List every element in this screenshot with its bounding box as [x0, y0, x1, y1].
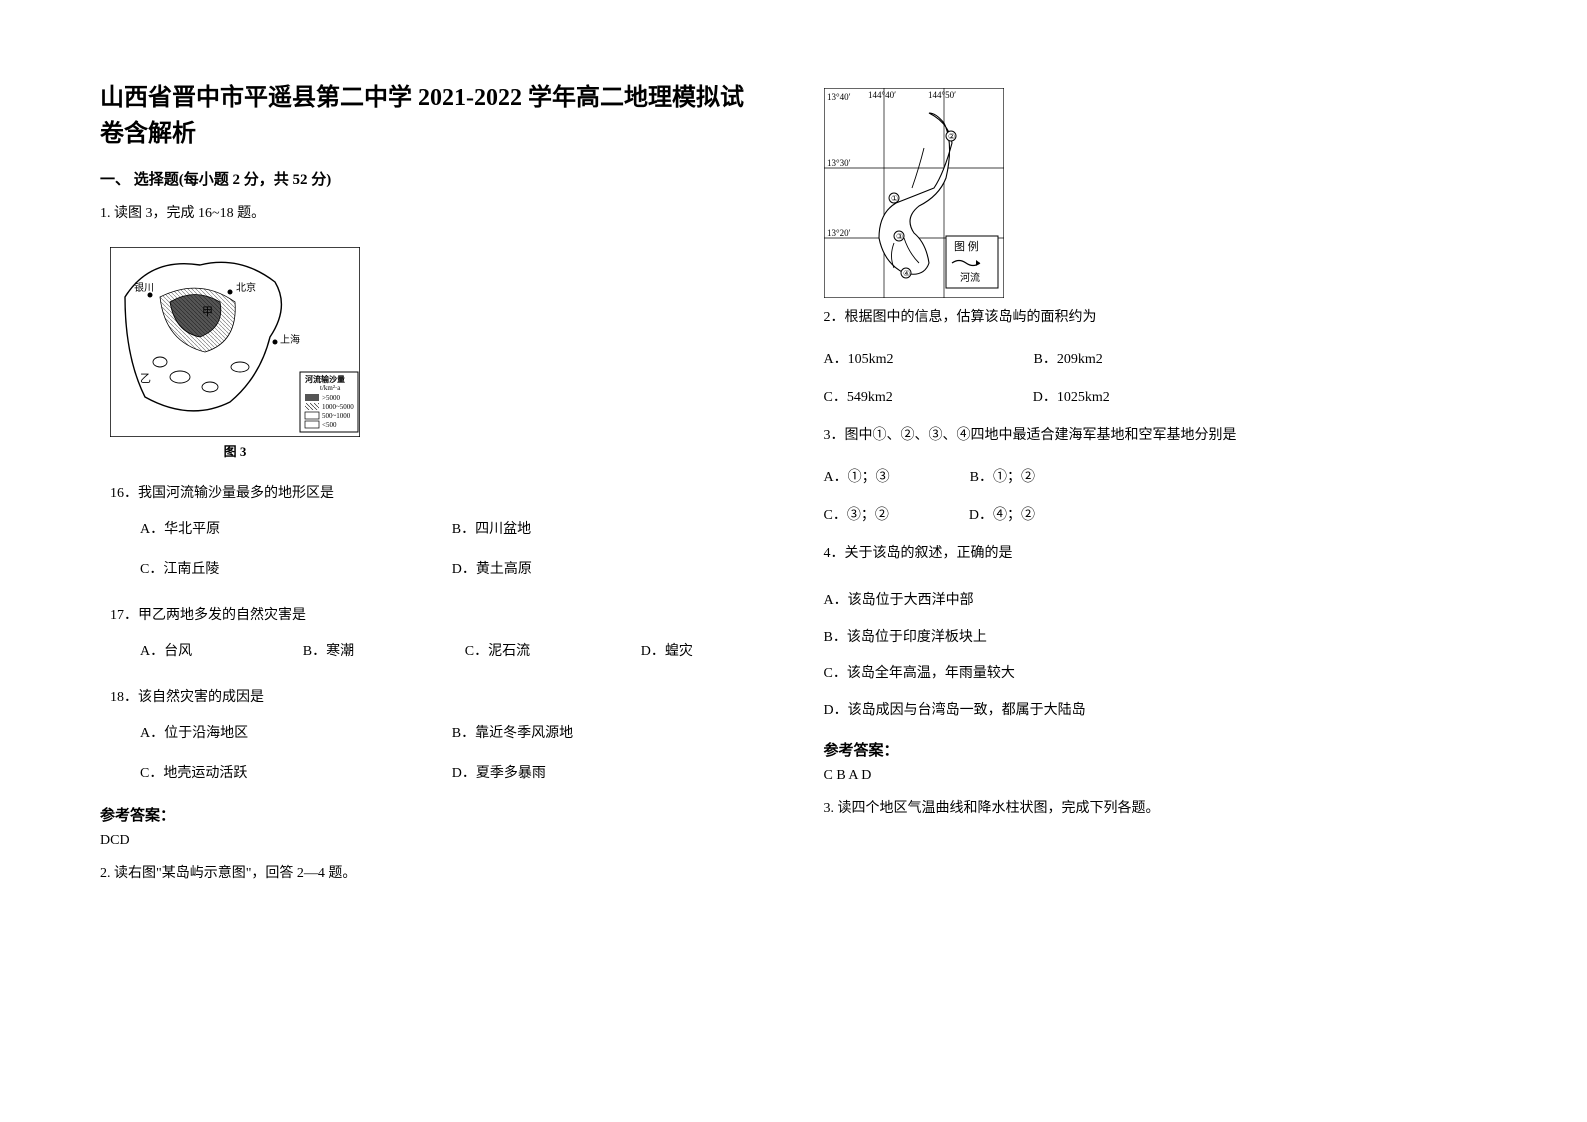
label-yinchuan: 银川 [134, 281, 154, 294]
answer-1: DCD [100, 833, 764, 849]
q3-opts-row2: C．③；② D．④；② [824, 504, 1488, 524]
legend-item-1: >5000 [322, 394, 340, 402]
q4-options: A．该岛位于大西洋中部 B．该岛位于印度洋板块上 C．该岛全年高温，年雨量较大 … [824, 583, 1488, 729]
q18-opt-a: A．位于沿海地区 [140, 722, 452, 742]
label-yi: 乙 [140, 372, 151, 385]
q2-opt-c: C．549km2 [824, 386, 893, 406]
label-jia: 甲 [202, 306, 213, 318]
q4-opt-d: D．该岛成因与台湾岛一致，都属于大陆岛 [824, 693, 1488, 729]
q4-sub: 4．关于该岛的叙述，正确的是 [824, 542, 1488, 566]
q2-stem: 2. 读右图"某岛屿示意图"，回答 2—4 题。 [100, 863, 764, 885]
figure-3: 银川 北京 上海 甲 乙 河流输沙量 t/km²·a >5000 1000~50… [110, 247, 764, 460]
point-1: ① [891, 194, 898, 203]
q16-opt-c: C．江南丘陵 [140, 558, 452, 578]
q18: 18．该自然灾害的成因是 [110, 686, 764, 710]
q18-options: A．位于沿海地区 B．靠近冬季风源地 C．地壳运动活跃 D．夏季多暴雨 [140, 722, 764, 782]
q2-opt-a: A．105km2 [824, 348, 894, 368]
q17-opt-d: D．蝗灾 [641, 640, 764, 660]
q17-options: A．台风 B．寒潮 C．泥石流 D．蝗灾 [140, 640, 764, 660]
q4-opt-b: B．该岛位于印度洋板块上 [824, 620, 1488, 656]
q17: 17．甲乙两地多发的自然灾害是 [110, 604, 764, 628]
q18-opt-c: C．地壳运动活跃 [140, 762, 452, 782]
island-map-svg: 13°40′ 144°40′ 144°50′ 13°30′ 13°20′ ① ②… [824, 88, 1004, 298]
q17-opt-c: C．泥石流 [465, 640, 601, 660]
label-shanghai: 上海 [280, 333, 300, 346]
answer-2-heading: 参考答案： [824, 739, 1488, 760]
q17-opt-b: B．寒潮 [303, 640, 425, 660]
right-column: 13°40′ 144°40′ 144°50′ 13°30′ 13°20′ ① ②… [824, 80, 1488, 1082]
q4-opt-c: C．该岛全年高温，年雨量较大 [824, 656, 1488, 692]
q3-stem: 3. 读四个地区气温曲线和降水柱状图，完成下列各题。 [824, 798, 1488, 820]
q16-opt-d: D．黄土高原 [452, 558, 764, 578]
q18-opt-b: B．靠近冬季风源地 [452, 722, 764, 742]
q2-opt-b: B．209km2 [1034, 348, 1103, 368]
q2-sub2: 2．根据图中的信息，估算该岛屿的面积约为 [824, 306, 1488, 330]
answer-1-heading: 参考答案： [100, 804, 764, 825]
figure-3-caption: 图 3 [110, 441, 360, 460]
exam-title: 山西省晋中市平遥县第二中学 2021-2022 学年高二地理模拟试卷含解析 [100, 80, 764, 152]
q2-opts-row2: C．549km2 D．1025km2 [824, 386, 1488, 406]
legend-item-2: 1000~5000 [322, 403, 354, 411]
label-beijing: 北京 [236, 281, 256, 294]
lon-2: 144°50′ [928, 90, 956, 100]
q3-sub: 3．图中①、②、③、④四地中最适合建海军基地和空军基地分别是 [824, 424, 1488, 448]
lat-top: 13°40′ [827, 92, 851, 102]
q2-opt-d: D．1025km2 [1033, 386, 1110, 406]
q16-opt-b: B．四川盆地 [452, 518, 764, 538]
q16-opt-a: A．华北平原 [140, 518, 452, 538]
figure-island: 13°40′ 144°40′ 144°50′ 13°30′ 13°20′ ① ②… [824, 88, 1488, 298]
legend-item-3: 500~1000 [322, 412, 351, 420]
legend-item-4: <500 [322, 421, 337, 429]
q3-opt-c: C．③；② [824, 504, 889, 524]
q3-opt-d: D．④；② [969, 504, 1035, 524]
q18-opt-d: D．夏季多暴雨 [452, 762, 764, 782]
left-column: 山西省晋中市平遥县第二中学 2021-2022 学年高二地理模拟试卷含解析 一、… [100, 80, 764, 1082]
point-3: ③ [896, 232, 903, 241]
sediment-map-svg: 银川 北京 上海 甲 乙 河流输沙量 t/km²·a >5000 1000~50… [110, 247, 360, 437]
q4-opt-a: A．该岛位于大西洋中部 [824, 583, 1488, 619]
answer-2: C B A D [824, 768, 1488, 784]
point-2: ② [948, 132, 955, 141]
map-legend-river: 河流 [960, 271, 980, 284]
section-1-heading: 一、 选择题(每小题 2 分，共 52 分) [100, 168, 764, 189]
lon-1: 144°40′ [868, 90, 896, 100]
legend-title: 河流输沙量 [305, 374, 345, 384]
legend-unit: t/km²·a [320, 384, 341, 392]
map-legend-title: 图 例 [954, 239, 979, 253]
q16-options: A．华北平原 B．四川盆地 C．江南丘陵 D．黄土高原 [140, 518, 764, 578]
q3-opt-a: A．①；③ [824, 466, 890, 486]
lat-bot: 13°20′ [827, 228, 851, 238]
q16: 16．我国河流输沙量最多的地形区是 [110, 482, 764, 506]
lat-mid: 13°30′ [827, 158, 851, 168]
q1-stem: 1. 读图 3，完成 16~18 题。 [100, 203, 764, 225]
q2-opts-row1: A．105km2 B．209km2 [824, 348, 1488, 368]
q3-opts-row1: A．①；③ B．①；② [824, 466, 1488, 486]
q3-opt-b: B．①；② [970, 466, 1035, 486]
q17-opt-a: A．台风 [140, 640, 263, 660]
point-4: ④ [903, 269, 910, 278]
